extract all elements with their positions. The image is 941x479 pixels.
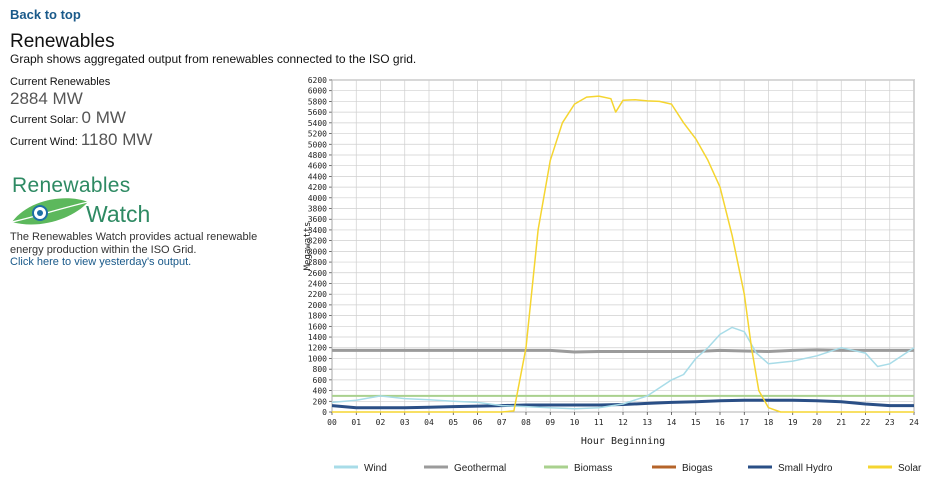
y-tick-label: 3000	[308, 247, 327, 256]
current-wind-label: Current Wind:	[10, 136, 78, 148]
y-tick-label: 4400	[308, 172, 327, 181]
x-tick-label: 15	[691, 418, 701, 427]
y-tick-label: 2400	[308, 279, 327, 288]
y-tick-label: 2200	[308, 290, 327, 299]
legend-label-solar: Solar	[898, 463, 922, 474]
current-solar: Current Solar: 0 MW	[10, 108, 126, 128]
renewables-watch-logo: Renewables Watch	[10, 174, 170, 227]
x-tick-label: 19	[788, 418, 798, 427]
page-title: Renewables	[10, 31, 115, 52]
page-subtitle: Graph shows aggregated output from renew…	[10, 52, 417, 66]
info-description: The Renewables Watch provides actual ren…	[10, 231, 258, 256]
y-tick-label: 3600	[308, 215, 327, 224]
x-tick-label: 06	[473, 418, 483, 427]
yesterday-output-link[interactable]: Click here to view yesterday's output.	[10, 256, 192, 268]
x-tick-label: 18	[764, 418, 774, 427]
y-tick-label: 1000	[308, 354, 327, 363]
x-tick-label: 03	[400, 418, 410, 427]
x-tick-label: 07	[497, 418, 507, 427]
y-tick-label: 4600	[308, 162, 327, 171]
y-tick-label: 800	[313, 365, 328, 374]
y-tick-label: 1200	[308, 344, 327, 353]
x-tick-label: 00	[327, 418, 337, 427]
x-axis-label: Hour Beginning	[581, 436, 665, 447]
back-to-top-link[interactable]: Back to top	[10, 7, 81, 22]
x-tick-label: 10	[570, 418, 580, 427]
legend-label-biomass: Biomass	[574, 463, 612, 474]
y-tick-label: 1600	[308, 322, 327, 331]
current-wind-value: 1180 MW	[80, 130, 153, 149]
x-tick-label: 20	[812, 418, 822, 427]
x-tick-label: 05	[448, 418, 458, 427]
legend-label-geothermal: Geothermal	[454, 463, 506, 474]
y-tick-label: 200	[313, 397, 328, 406]
x-tick-label: 04	[424, 418, 434, 427]
x-tick-label: 14	[667, 418, 677, 427]
series-solar-line	[332, 95, 914, 413]
y-tick-label: 1400	[308, 333, 327, 342]
x-tick-label: 24	[909, 418, 919, 427]
y-tick-label: 6200	[308, 76, 327, 85]
series-wind-line	[331, 326, 915, 410]
y-tick-label: 1800	[308, 312, 327, 321]
y-tick-label: 2800	[308, 258, 327, 267]
y-tick-label: 5400	[308, 119, 327, 128]
y-tick-label: 4200	[308, 183, 327, 192]
x-tick-label: 21	[836, 418, 846, 427]
x-tick-label: 01	[351, 418, 361, 427]
y-tick-label: 4800	[308, 151, 327, 160]
y-tick-label: 0	[322, 408, 327, 417]
y-tick-label: 3200	[308, 237, 327, 246]
legend-label-biogas: Biogas	[682, 463, 713, 474]
current-wind: Current Wind: 1180 MW	[10, 130, 152, 150]
y-tick-label: 3800	[308, 205, 327, 214]
x-tick-label: 23	[885, 418, 895, 427]
current-renewables: Current Renewables 2884 MW	[10, 76, 210, 109]
x-tick-label: 17	[739, 418, 749, 427]
x-tick-label: 12	[618, 418, 628, 427]
y-tick-label: 600	[313, 376, 328, 385]
x-tick-label: 11	[594, 418, 604, 427]
current-solar-label: Current Solar:	[10, 114, 79, 126]
y-tick-label: 2600	[308, 269, 327, 278]
x-tick-label: 02	[376, 418, 386, 427]
x-tick-label: 16	[715, 418, 725, 427]
y-tick-label: 6000	[308, 87, 327, 96]
y-tick-label: 5000	[308, 140, 327, 149]
renewables-chart: 0200400600800100012001400160018002000220…	[303, 76, 922, 474]
logo-line1: Renewables	[12, 174, 131, 197]
y-tick-label: 5800	[308, 97, 327, 106]
current-renewables-value: 2884 MW	[10, 89, 83, 108]
x-tick-label: 22	[861, 418, 871, 427]
current-solar-value: 0 MW	[81, 108, 126, 127]
leaf-icon	[11, 198, 89, 225]
y-tick-label: 2000	[308, 301, 327, 310]
logo-line2: Watch	[86, 201, 151, 227]
y-tick-label: 4000	[308, 194, 327, 203]
legend-label-wind: Wind	[364, 463, 387, 474]
y-tick-label: 400	[313, 387, 328, 396]
legend-label-small-hydro: Small Hydro	[778, 463, 833, 474]
x-tick-label: 13	[642, 418, 652, 427]
y-tick-label: 5200	[308, 130, 327, 139]
y-tick-label: 3400	[308, 226, 327, 235]
current-renewables-label: Current Renewables	[10, 76, 111, 88]
y-tick-label: 5600	[308, 108, 327, 117]
renewables-watch-info: The Renewables Watch provides actual ren…	[10, 231, 260, 269]
y-axis-label: Megawatts	[303, 222, 313, 271]
x-tick-label: 08	[521, 418, 531, 427]
x-tick-label: 09	[545, 418, 555, 427]
